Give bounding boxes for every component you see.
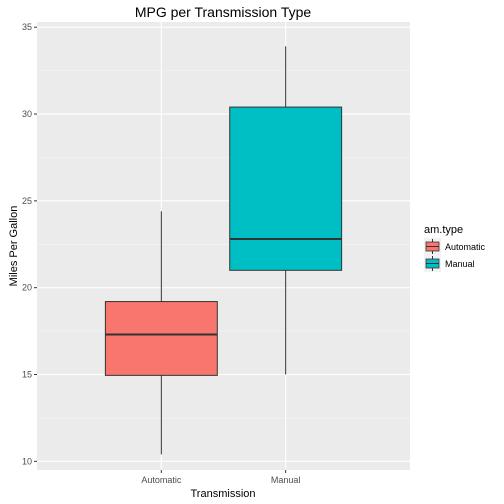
x-tick-label: Automatic xyxy=(141,475,182,485)
y-axis-ticks: 10 15 20 25 30 35 xyxy=(22,22,37,466)
legend: am.type Automatic Manual xyxy=(424,224,486,272)
box-body xyxy=(229,106,343,271)
y-axis-label: Miles Per Gallon xyxy=(8,206,20,287)
box-body xyxy=(104,301,218,376)
legend-keys: Automatic Manual xyxy=(424,238,486,272)
x-tick-label: Manual xyxy=(271,475,301,485)
minor-gridlines xyxy=(37,70,410,419)
y-tick-label: 20 xyxy=(22,283,32,293)
boxes xyxy=(104,46,343,455)
y-tick-label: 25 xyxy=(22,196,32,206)
legend-title: am.type xyxy=(424,224,463,236)
legend-key-automatic: Automatic xyxy=(424,238,486,255)
y-tick-label: 30 xyxy=(22,109,32,119)
plot-panel xyxy=(37,22,410,470)
y-tick-label: 35 xyxy=(22,22,32,32)
legend-label: Automatic xyxy=(445,242,486,252)
y-tick-label: 15 xyxy=(22,369,32,379)
box-automatic xyxy=(104,211,218,455)
chart-title: MPG per Transmission Type xyxy=(135,4,312,20)
legend-key-manual: Manual xyxy=(424,255,475,272)
x-axis-label: Transmission xyxy=(191,488,256,500)
box-manual xyxy=(229,46,343,375)
x-axis-ticks: Automatic Manual xyxy=(141,470,300,485)
y-tick-label: 10 xyxy=(22,456,32,466)
legend-label: Manual xyxy=(445,259,475,269)
